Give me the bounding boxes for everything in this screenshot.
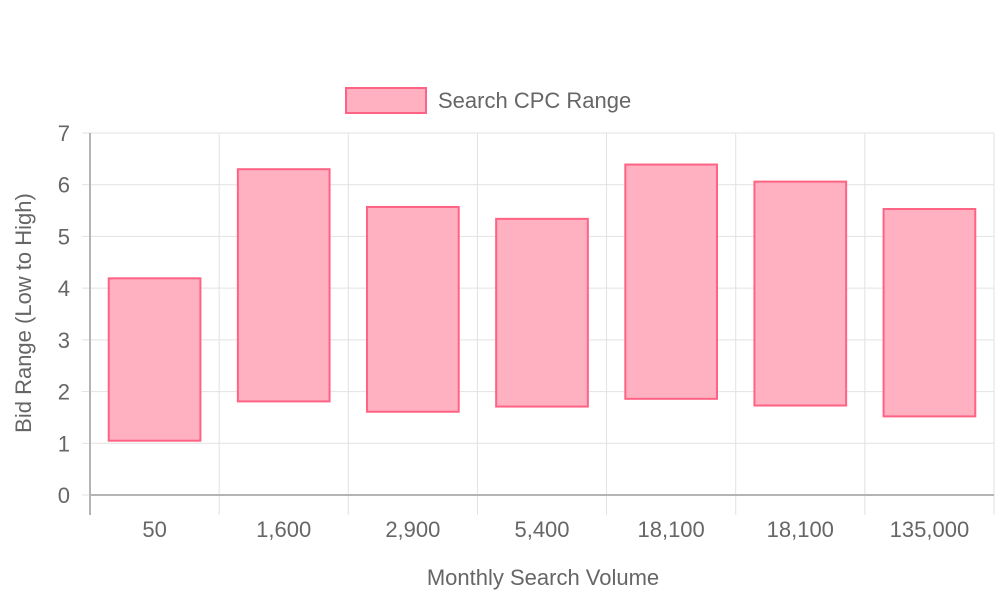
y-tick-label: 0	[58, 483, 70, 508]
bar-range[interactable]	[882, 208, 977, 418]
bar-range[interactable]	[366, 205, 460, 413]
y-tick-label: 6	[58, 173, 70, 198]
bar-range[interactable]	[107, 277, 202, 442]
axes	[89, 133, 994, 515]
x-tick-label: 5,400	[514, 517, 569, 542]
x-tick-label: 50	[142, 517, 166, 542]
y-tick-label: 3	[58, 328, 70, 353]
y-tick-label: 4	[58, 276, 70, 301]
x-tick-label: 135,000	[890, 517, 970, 542]
legend-label-search-cpc-range[interactable]: Search CPC Range	[438, 88, 631, 113]
x-tick-label: 18,100	[767, 517, 834, 542]
x-axis-title: Monthly Search Volume	[427, 565, 659, 590]
bar-range[interactable]	[624, 163, 718, 400]
bar-range[interactable]	[753, 180, 848, 407]
bar-range[interactable]	[495, 217, 589, 408]
legend[interactable]: Search CPC Range	[345, 87, 631, 114]
x-tick-label: 2,900	[385, 517, 440, 542]
x-tick-labels: 50 1,600 2,900 5,400 18,100 18,100 135,000	[142, 517, 969, 542]
x-tick-label: 1,600	[256, 517, 311, 542]
y-axis-title: Bid Range (Low to High)	[11, 193, 36, 433]
x-tick-label: 18,100	[637, 517, 704, 542]
y-tick-label: 1	[58, 431, 70, 456]
y-tick-label: 7	[58, 121, 70, 146]
y-tick-label: 2	[58, 380, 70, 405]
bar-range[interactable]	[236, 168, 331, 403]
bars	[107, 163, 977, 442]
legend-swatch[interactable]	[345, 87, 427, 114]
y-tick-labels: 0 1 2 3 4 5 6 7	[58, 121, 70, 508]
y-tick-label: 5	[58, 224, 70, 249]
